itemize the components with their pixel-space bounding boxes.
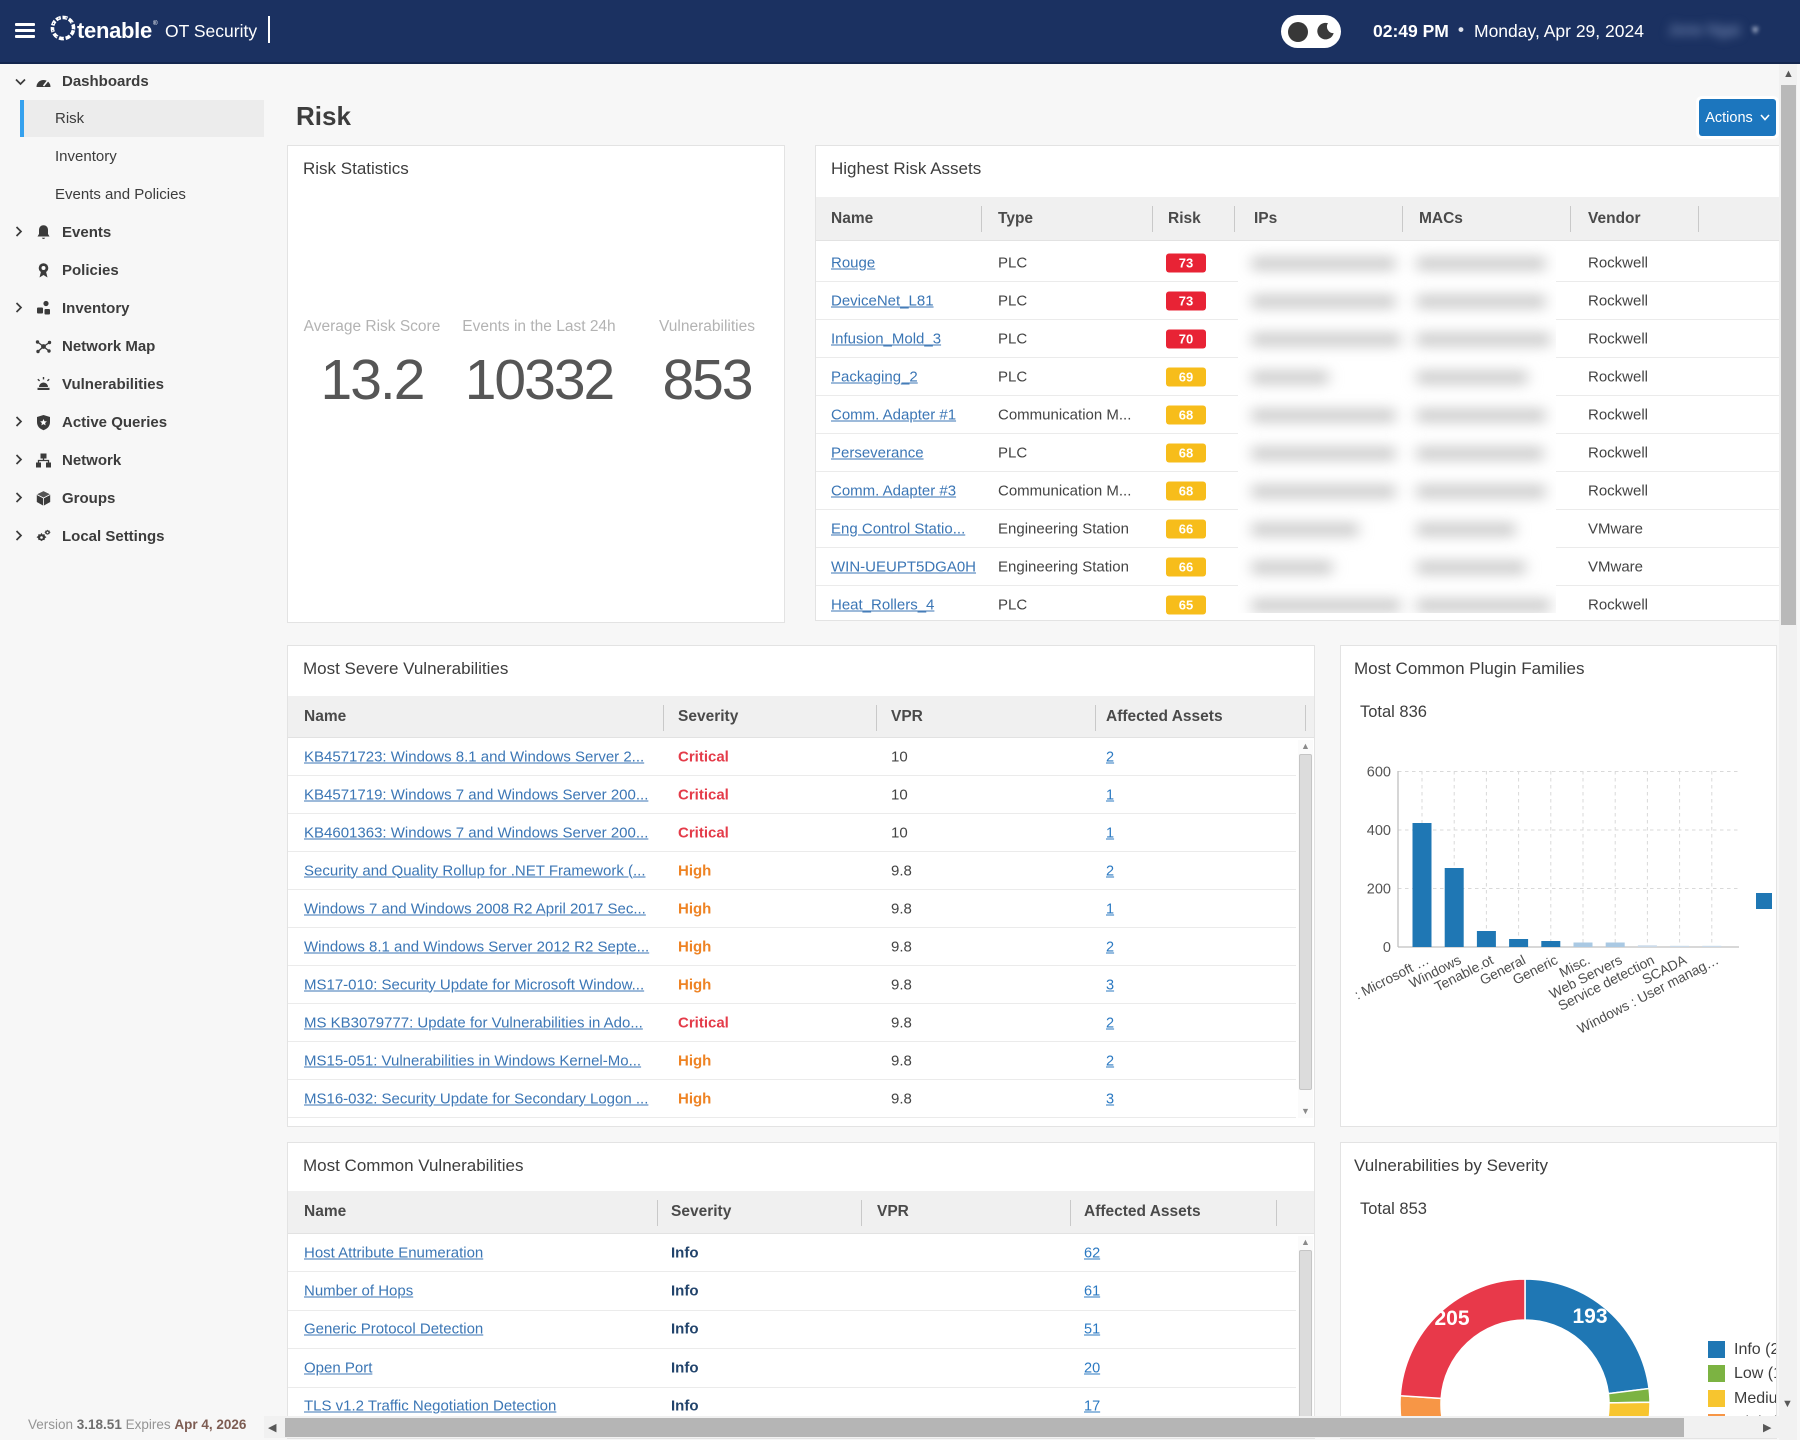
svg-text:0: 0 bbox=[1383, 940, 1391, 956]
svg-text:193: 193 bbox=[1572, 1305, 1607, 1328]
svg-text:400: 400 bbox=[1367, 823, 1391, 839]
svg-text:600: 600 bbox=[1367, 765, 1391, 781]
svg-text:205: 205 bbox=[1434, 1307, 1469, 1330]
svg-text:200: 200 bbox=[1367, 882, 1391, 898]
